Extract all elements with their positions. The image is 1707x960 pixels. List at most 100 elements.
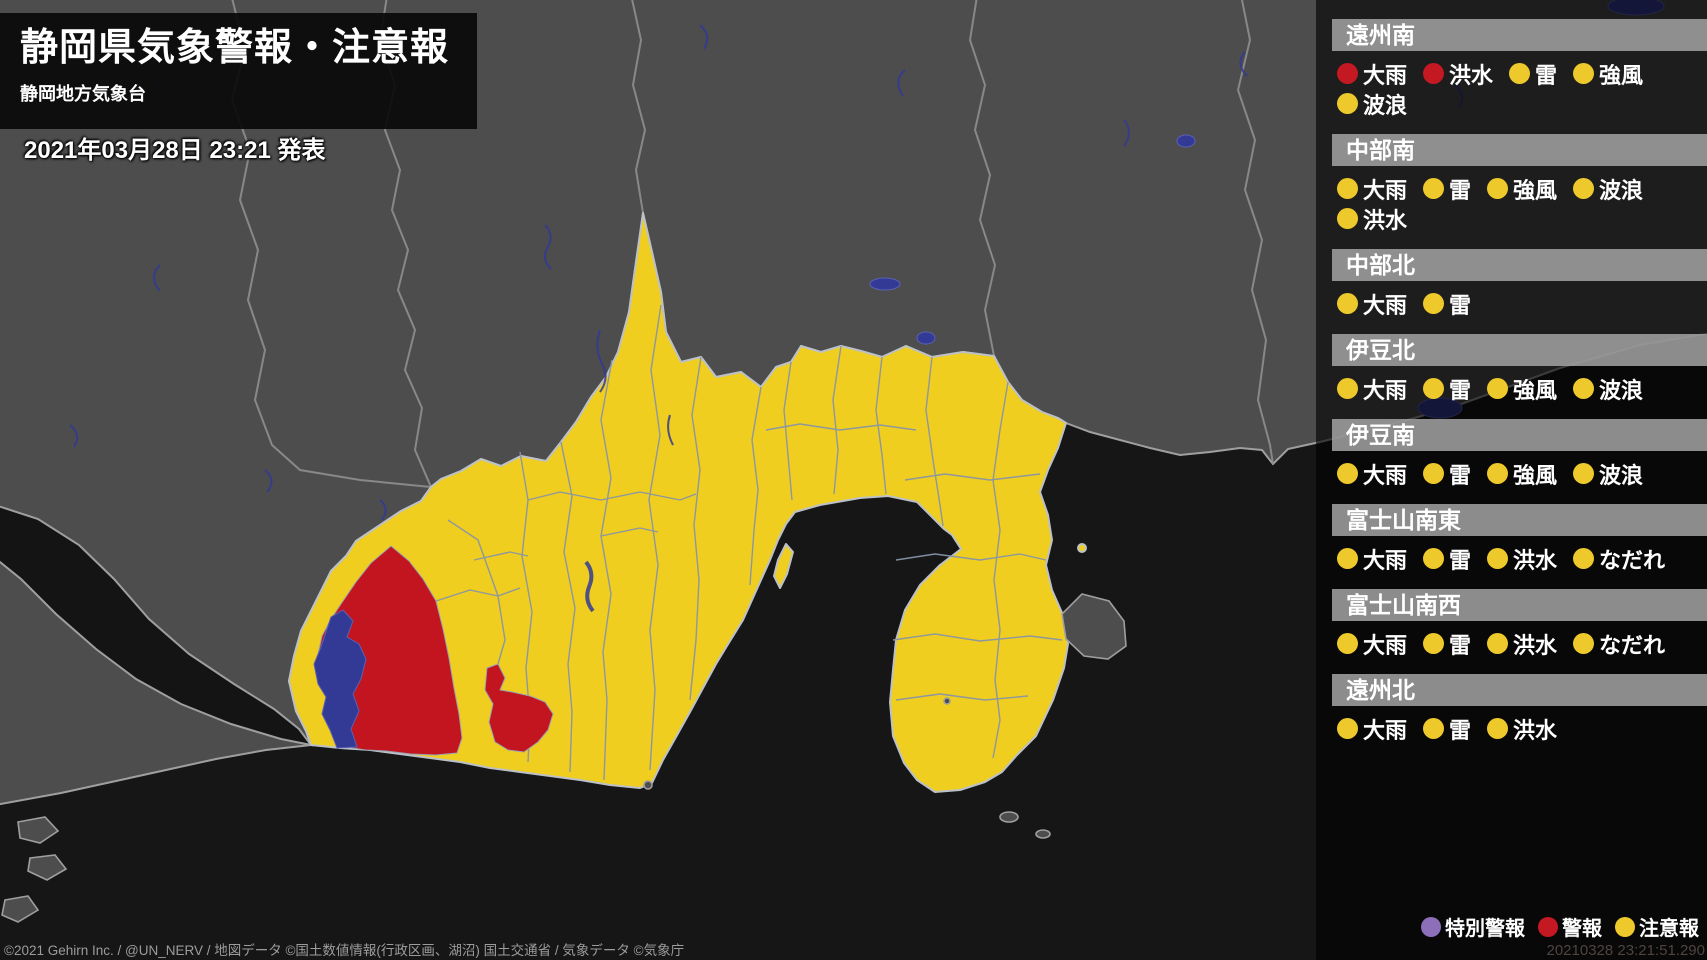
warning-item: 洪水 xyxy=(1487,544,1557,573)
region-header: 伊豆北 xyxy=(1332,334,1707,366)
warning-label: 雷 xyxy=(1449,377,1472,403)
warning-level-dot xyxy=(1573,378,1595,399)
warning-level-dot xyxy=(1337,293,1358,314)
warning-label: 洪水 xyxy=(1513,632,1558,658)
warning-item: なだれ xyxy=(1573,544,1665,573)
warning-item: 雷 xyxy=(1423,459,1471,488)
warning-level-dot xyxy=(1423,463,1445,484)
warning-level-dot xyxy=(1423,718,1445,739)
warning-item: 強風 xyxy=(1487,374,1557,403)
warning-label: 波浪 xyxy=(1599,462,1644,488)
warning-list: 大雨 雷 強風 波浪 洪水 xyxy=(1332,166,1707,233)
region-header: 中部北 xyxy=(1332,249,1707,281)
region-block-fujisan-southwest: 富士山南西 大雨 雷 洪水 なだれ xyxy=(1332,589,1707,658)
warning-item: 大雨 xyxy=(1337,374,1407,403)
warning-level-dot xyxy=(1337,208,1358,229)
warning-level-dot xyxy=(1487,378,1509,399)
warning-level-dot xyxy=(1423,293,1445,314)
warning-level-dot xyxy=(1337,178,1358,199)
region-header: 遠州南 xyxy=(1332,19,1707,51)
region-header: 伊豆南 xyxy=(1332,419,1707,451)
warning-label: 洪水 xyxy=(1513,717,1558,743)
warning-label: 強風 xyxy=(1513,177,1558,203)
region-block-enshu-south: 遠州南 大雨 洪水 雷 強風 波浪 xyxy=(1332,19,1707,118)
legend-emergency-dot xyxy=(1421,916,1441,937)
region-header: 中部南 xyxy=(1332,134,1707,166)
warning-level-dot xyxy=(1423,378,1445,399)
prefecture-borders xyxy=(230,0,1274,488)
dam-lake xyxy=(584,560,595,613)
warning-label: 強風 xyxy=(1513,462,1558,488)
warning-label: 雷 xyxy=(1449,292,1472,318)
warning-label: なだれ xyxy=(1599,632,1666,658)
warning-item: 雷 xyxy=(1423,629,1471,658)
warning-label: 波浪 xyxy=(1363,92,1408,118)
warning-list: 大雨 雷 xyxy=(1332,281,1707,318)
page-title: 静岡県気象警報・注意報 xyxy=(20,27,450,69)
warning-level-dot xyxy=(1423,633,1445,654)
warning-label: 大雨 xyxy=(1363,462,1408,488)
warning-item: なだれ xyxy=(1573,629,1665,658)
warning-item: 雷 xyxy=(1423,714,1471,743)
warning-item: 大雨 xyxy=(1337,59,1407,88)
warning-level-dot xyxy=(1573,178,1595,199)
legend-label: 注意報 xyxy=(1639,918,1699,940)
islands xyxy=(1,593,1127,923)
region-block-enshu-north: 遠州北 大雨 雷 洪水 xyxy=(1332,674,1707,743)
warning-item: 波浪 xyxy=(1337,89,1407,118)
region-block-chubu-south: 中部南 大雨 雷 強風 波浪 洪水 xyxy=(1332,134,1707,233)
legend-advisory-dot xyxy=(1615,916,1635,937)
lake-hamana xyxy=(313,609,367,749)
warning-item: 洪水 xyxy=(1423,59,1493,88)
legend-label: 特別警報 xyxy=(1445,918,1525,940)
warning-label: 雷 xyxy=(1449,462,1472,488)
warning-item: 波浪 xyxy=(1573,459,1643,488)
copyright-notice: ©2021 Gehirn Inc. / @UN_NERV / 地図データ ©国土… xyxy=(4,943,685,958)
title-box: 静岡県気象警報・注意報 静岡地方気象台 xyxy=(0,13,477,129)
warning-item: 大雨 xyxy=(1337,174,1407,203)
warning-item: 大雨 xyxy=(1337,629,1407,658)
warning-level-dot xyxy=(1337,718,1358,739)
warning-list: 大雨 洪水 雷 強風 波浪 xyxy=(1332,51,1707,118)
warning-item: 大雨 xyxy=(1337,714,1407,743)
warning-item: 洪水 xyxy=(1337,204,1407,233)
warning-label: 雷 xyxy=(1535,62,1558,88)
izu-oshima-island xyxy=(1061,593,1127,660)
warning-level-dot xyxy=(1509,63,1531,84)
warning-label: 雷 xyxy=(1449,717,1472,743)
warning-label: 大雨 xyxy=(1363,717,1408,743)
warning-level-dot xyxy=(1487,548,1509,569)
warning-list-panel: 遠州南 大雨 洪水 雷 強風 波浪 中部南 大雨 雷 強風 波浪 洪水 中部北 … xyxy=(1316,0,1707,960)
region-block-fujisan-southeast: 富士山南東 大雨 雷 洪水 なだれ xyxy=(1332,504,1707,573)
warning-level-dot xyxy=(1487,718,1509,739)
prefecture-rivers xyxy=(596,329,674,446)
warning-item: 強風 xyxy=(1487,459,1557,488)
warning-list: 大雨 雷 洪水 xyxy=(1332,706,1707,743)
warning-level-dot xyxy=(1337,63,1358,84)
region-block-izu-north: 伊豆北 大雨 雷 強風 波浪 xyxy=(1332,334,1707,403)
warning-label: 大雨 xyxy=(1363,632,1408,658)
legend-item: 注意報 xyxy=(1615,912,1699,941)
warning-label: 雷 xyxy=(1449,632,1472,658)
warning-label: 洪水 xyxy=(1363,207,1408,233)
warning-item: 洪水 xyxy=(1487,714,1557,743)
issuing-office: 静岡地方気象台 xyxy=(20,84,146,104)
warning-label: 波浪 xyxy=(1599,377,1644,403)
warning-level-dot xyxy=(1337,548,1358,569)
warning-level-dot xyxy=(1423,178,1445,199)
warning-list: 大雨 雷 強風 波浪 xyxy=(1332,366,1707,403)
warning-item: 雷 xyxy=(1509,59,1557,88)
warning-level-dot xyxy=(1337,378,1358,399)
warning-list: 大雨 雷 強風 波浪 xyxy=(1332,451,1707,488)
warning-level-dot xyxy=(1573,548,1595,569)
warning-list: 大雨 雷 洪水 なだれ xyxy=(1332,621,1707,658)
warning-label: 強風 xyxy=(1513,377,1558,403)
region-header: 富士山南東 xyxy=(1332,504,1707,536)
warning-label: 大雨 xyxy=(1363,377,1408,403)
warning-item: 波浪 xyxy=(1573,174,1643,203)
warning-item: 波浪 xyxy=(1573,374,1643,403)
warning-label: 大雨 xyxy=(1363,177,1408,203)
warning-item: 雷 xyxy=(1423,289,1471,318)
warning-level-dot xyxy=(1423,548,1445,569)
warning-level-dot xyxy=(1573,633,1595,654)
